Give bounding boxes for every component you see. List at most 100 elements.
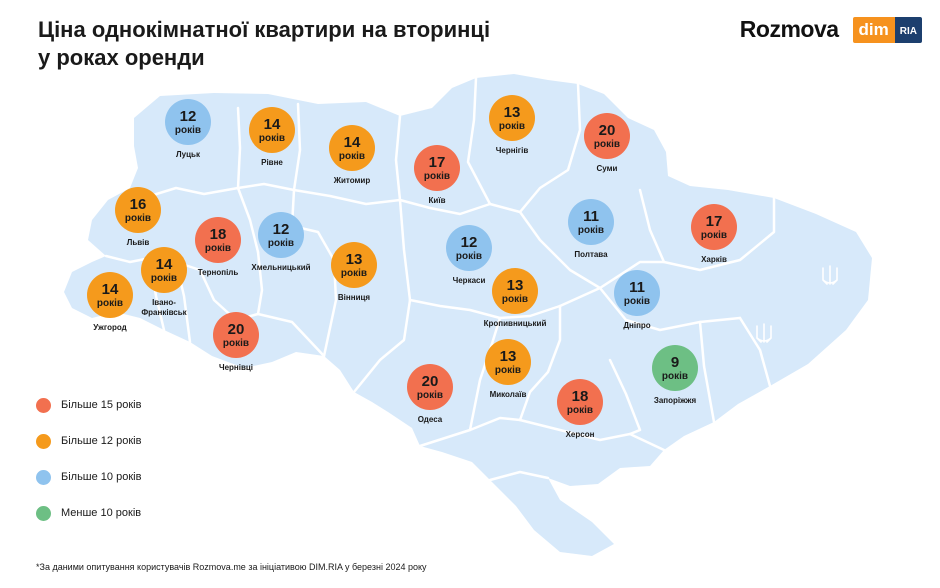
city-circle <box>492 268 538 314</box>
dimria-logo-dim: dim <box>852 16 895 43</box>
city-name: Ужгород <box>93 323 126 332</box>
city-years-unit: років <box>175 125 201 136</box>
city-years-value: 12 <box>461 234 478 251</box>
legend-dot <box>36 433 51 449</box>
city-circle <box>258 212 304 258</box>
city-circle <box>329 125 375 171</box>
legend-dot <box>36 505 51 521</box>
city-years-value: 20 <box>599 122 616 139</box>
brand-logos: Rozmova dim RIA <box>740 16 922 43</box>
city-years-unit: років <box>341 268 367 279</box>
city-name: Житомир <box>333 176 371 185</box>
legend-label: Менше 10 років <box>61 507 142 519</box>
ukraine-map-shape <box>64 74 872 556</box>
title-line-2: у роках оренди <box>38 45 205 70</box>
city-name: Миколаїв <box>490 390 527 399</box>
city-years-value: 9 <box>671 354 679 371</box>
legend: Більше 15 років Більше 12 років Більше 10 … <box>36 396 141 540</box>
legend-label: Більше 12 років <box>61 435 142 447</box>
city-years-value: 18 <box>572 388 589 405</box>
city-name: Херсон <box>566 430 595 439</box>
city-years-unit: років <box>205 243 231 254</box>
city-name: Суми <box>597 164 618 173</box>
city-name: Львів <box>127 238 150 247</box>
city-name: Івано-Франківськ <box>141 298 187 317</box>
city-years-unit: років <box>701 230 727 241</box>
city-years-unit: років <box>268 238 294 249</box>
city-years-value: 14 <box>264 116 281 133</box>
city-circle <box>165 99 211 145</box>
city-circle <box>115 187 161 233</box>
city-years-value: 18 <box>210 226 227 243</box>
city-years-unit: років <box>97 298 123 309</box>
page-title: Ціна однокімнатної квартири на вторинці … <box>38 16 490 72</box>
legend-item-more10: Більше 10 років <box>36 468 141 486</box>
city-years-unit: років <box>417 390 443 401</box>
city-circle <box>489 95 535 141</box>
legend-label: Більше 15 років <box>61 399 142 411</box>
trident-icon <box>756 323 772 343</box>
city-name: Рівне <box>261 158 283 167</box>
city-name: Чернігів <box>496 146 529 155</box>
trident-icon <box>590 487 606 507</box>
city-years-unit: років <box>578 225 604 236</box>
legend-item-more12: Більше 12 років <box>36 432 141 450</box>
city-years-unit: років <box>624 296 650 307</box>
city-years-unit: років <box>125 213 151 224</box>
city-circle <box>557 379 603 425</box>
city-name: Вінниця <box>338 293 371 302</box>
city-years-unit: років <box>259 133 285 144</box>
city-years-value: 14 <box>344 134 361 151</box>
city-name: Тернопіль <box>198 268 239 277</box>
city-years-unit: років <box>502 294 528 305</box>
city-years-value: 13 <box>346 251 363 268</box>
city-years-unit: років <box>499 121 525 132</box>
city-years-value: 11 <box>629 279 645 296</box>
city-circle <box>141 247 187 293</box>
city-years-unit: років <box>151 273 177 284</box>
city-markers: 12роківЛуцьк14роківРівне14роківЖитомир17… <box>87 95 737 439</box>
city-years-unit: років <box>424 171 450 182</box>
trident-icon <box>822 265 838 285</box>
city-years-unit: років <box>594 139 620 150</box>
city-circle <box>691 204 737 250</box>
city-years-value: 20 <box>228 321 245 338</box>
city-years-unit: років <box>223 338 249 349</box>
city-circle <box>614 270 660 316</box>
city-years-value: 11 <box>583 208 599 225</box>
city-circle <box>195 217 241 263</box>
dimria-logo-ria: RIA <box>894 16 922 43</box>
city-name: Хмельницький <box>251 263 310 272</box>
city-name: Кропивницький <box>484 319 547 328</box>
city-circle <box>249 107 295 153</box>
city-name: Луцьк <box>176 150 201 159</box>
city-years-value: 16 <box>130 196 147 213</box>
city-name: Київ <box>429 196 446 205</box>
footnote: *За даними опитування користувачів Rozmo… <box>36 562 427 572</box>
city-circle <box>407 364 453 410</box>
city-circle <box>652 345 698 391</box>
city-years-value: 12 <box>180 108 197 125</box>
city-circle <box>414 145 460 191</box>
city-name: Харків <box>701 255 727 264</box>
city-years-value: 17 <box>706 213 723 230</box>
legend-dot <box>36 469 51 485</box>
city-name: Чернівці <box>219 363 253 372</box>
city-circle <box>584 113 630 159</box>
city-years-value: 12 <box>273 221 290 238</box>
